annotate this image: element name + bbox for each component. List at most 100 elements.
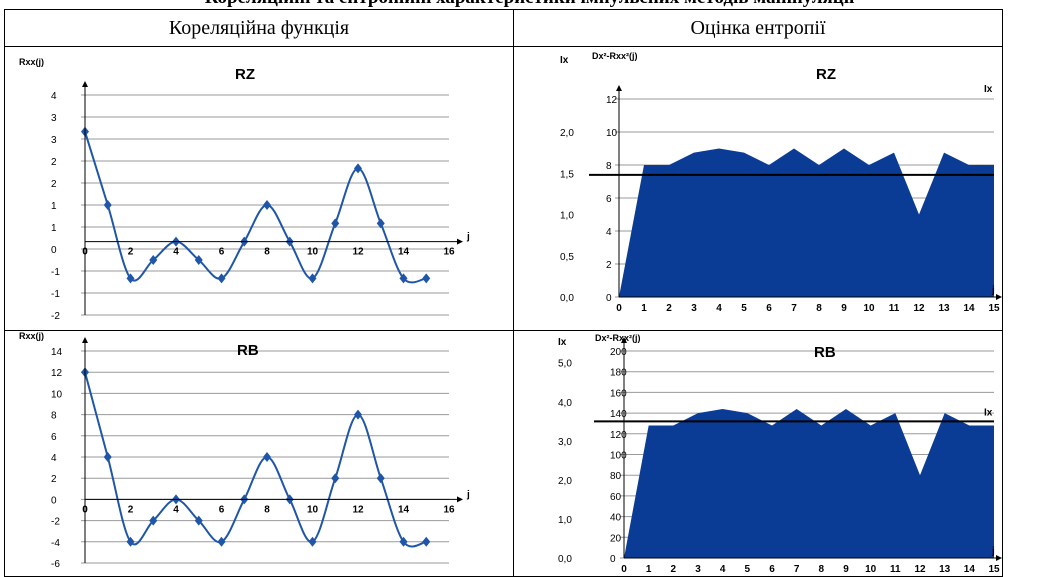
y-tick-label: -2 (51, 517, 60, 528)
x-tick-label: 0 (621, 564, 627, 575)
data-point-marker (399, 536, 408, 547)
y-axis-arrow (82, 337, 88, 343)
data-point-marker (376, 218, 385, 229)
y-tick-label: 60 (610, 492, 622, 503)
y-tick-label: -1 (51, 267, 60, 278)
column-header-correlation: Кореляційна функція (4, 9, 514, 47)
y-tick-label: 10 (51, 389, 63, 400)
y-tick-label: -2 (51, 311, 60, 322)
y-tick-label: 3 (51, 113, 57, 124)
y-tick-label: 10 (606, 128, 618, 139)
y2-tick-label: 1,5 (560, 169, 574, 180)
y-tick-label: 40 (610, 513, 622, 524)
y-tick-label: 14 (51, 347, 63, 358)
x-tick-label: 6 (219, 247, 225, 258)
y-tick-label: 180 (610, 368, 627, 379)
y-tick-label: 6 (606, 194, 612, 205)
y-axis-label: Dx²-Rxx²(j) (595, 333, 641, 343)
x-tick-label: 14 (964, 564, 976, 575)
entropy-area (624, 408, 994, 558)
x-tick-label: 14 (963, 303, 975, 314)
x-tick-label: 2 (128, 247, 134, 258)
chart-rb-entropy: 0204060801001201401601802000,01,02,03,04… (558, 333, 1002, 575)
x-tick-label: 2 (666, 303, 672, 314)
data-point-marker (263, 452, 271, 462)
y-axis-arrow (621, 337, 627, 343)
y-axis-arrow (616, 85, 622, 91)
x-tick-label: 15 (988, 303, 1000, 314)
y-axis-label: Rxx(j) (19, 57, 44, 67)
y2-axis-label: Ix (558, 337, 567, 348)
x-tick-label: 10 (307, 504, 319, 515)
x-axis-arrow (457, 496, 463, 503)
y-tick-label: 4 (51, 453, 57, 464)
column-header-entropy: Оцінка ентропії (513, 9, 1003, 47)
x-tick-label: 14 (398, 247, 410, 258)
y-tick-label: 160 (610, 388, 627, 399)
y-tick-label: 2 (51, 179, 57, 190)
y-tick-label: 20 (610, 533, 622, 544)
x-tick-label: 10 (307, 247, 319, 258)
x-tick-label: 3 (691, 303, 697, 314)
x-tick-label: 12 (352, 504, 364, 515)
x-tick-label: 12 (914, 564, 926, 575)
x-axis-arrow (996, 294, 1002, 300)
chart-title: RZ (235, 66, 255, 83)
x-axis-arrow (457, 238, 463, 245)
y2-tick-label: 1,0 (560, 211, 574, 222)
y2-tick-label: 5,0 (558, 359, 572, 370)
y-tick-label: 0 (51, 245, 57, 256)
x-tick-label: 6 (769, 564, 775, 575)
chart-title: RZ (816, 66, 836, 83)
data-point-marker (331, 473, 340, 484)
y2-axis-label: Ix (560, 55, 569, 66)
data-point-marker (149, 255, 158, 265)
data-point-marker (217, 536, 226, 547)
x-tick-label: 16 (443, 247, 455, 258)
cell-rb-entropy: 0 20 40 60 80 100 120 140 160 180 200 0,0 1,0 2,0 3,0 4… (513, 330, 1003, 577)
threshold-label: Ix (984, 407, 993, 418)
x-tick-label: 9 (843, 564, 849, 575)
figures-table: Кореляційна функція Оцінка ентропії 4 3 3 2… (4, 9, 1003, 577)
x-tick-label: 8 (819, 564, 825, 575)
x-tick-label: 5 (745, 564, 751, 575)
data-point-marker (217, 273, 226, 284)
y-axis-arrow (82, 81, 88, 87)
x-axis-arrow (996, 555, 1002, 561)
y-tick-label: 2 (606, 260, 612, 271)
x-tick-label: 1 (646, 564, 652, 575)
data-point-marker (331, 218, 340, 229)
data-point-marker (308, 273, 317, 284)
x-axis-label: j (991, 546, 995, 557)
y2-tick-label: 2,0 (560, 128, 574, 139)
y-tick-label: 6 (51, 432, 57, 443)
y2-tick-label: 3,0 (558, 437, 572, 448)
x-tick-label: 4 (173, 247, 179, 258)
x-tick-label: 6 (219, 504, 225, 515)
y-tick-label: 4 (51, 91, 57, 102)
y2-tick-label: 1,0 (558, 515, 572, 526)
x-axis-label: j (991, 285, 995, 296)
y-tick-label: 3 (51, 135, 57, 146)
y-tick-label: 1 (51, 223, 57, 234)
x-tick-label: 12 (913, 303, 925, 314)
data-point-marker (308, 536, 317, 547)
data-point-marker (103, 452, 112, 462)
data-point-marker (126, 273, 135, 284)
data-point-marker (126, 536, 135, 547)
x-tick-label: 13 (939, 564, 951, 575)
x-tick-label: 4 (720, 564, 726, 575)
x-tick-label: 16 (443, 504, 455, 515)
x-tick-label: 0 (616, 303, 622, 314)
x-tick-label: 7 (791, 303, 797, 314)
data-point-marker (376, 473, 385, 484)
y-tick-label: 1 (51, 201, 57, 212)
y-tick-label: 0 (51, 495, 57, 506)
y-tick-label: 120 (610, 430, 627, 441)
data-point-marker (354, 409, 362, 420)
y-tick-label: 2 (51, 474, 57, 485)
x-tick-label: 13 (938, 303, 950, 314)
